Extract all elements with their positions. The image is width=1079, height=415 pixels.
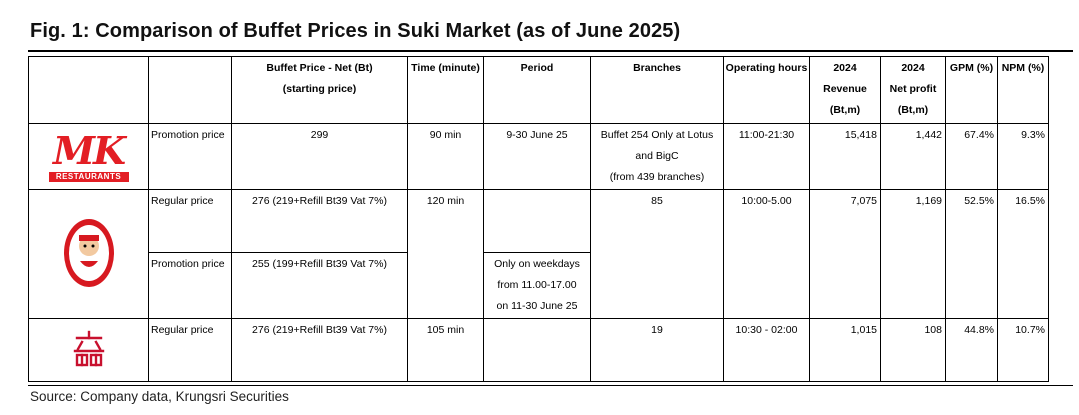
net-profit: 1,169 xyxy=(880,189,946,319)
revenue: 7,075 xyxy=(809,189,881,319)
header-revenue: 2024 Revenue (Bt,m) xyxy=(809,56,881,124)
operating-hours: 10:00-5.00 xyxy=(723,189,810,319)
table-row: Promotion price 255 (199+Refill Bt39 Vat… xyxy=(29,252,1049,319)
npm: 9.3% xyxy=(997,123,1049,190)
buffet-comparison-table: Buffet Price - Net (Bt) (starting price)… xyxy=(28,56,1049,382)
figure-title: Fig. 1: Comparison of Buffet Prices in S… xyxy=(30,20,681,42)
price-type: Promotion price xyxy=(148,123,232,190)
time: 90 min xyxy=(407,123,484,190)
revenue: 1,015 xyxy=(809,318,881,382)
header-branches: Branches xyxy=(590,56,724,124)
period: 9-30 June 25 xyxy=(483,123,591,190)
suki-teenoi-logo xyxy=(28,189,149,319)
header-logo xyxy=(28,56,149,124)
header-price-type xyxy=(148,56,232,124)
header-gpm: GPM (%) xyxy=(945,56,998,124)
buffet-price: 255 (199+Refill Bt39 Vat 7%) xyxy=(231,252,408,319)
table-row: MK RESTAURANTS Promotion price 299 90 mi… xyxy=(28,123,1049,190)
gpm: 52.5% xyxy=(945,189,998,319)
header-price: Buffet Price - Net (Bt) (starting price) xyxy=(231,56,408,124)
header-row: Buffet Price - Net (Bt) (starting price)… xyxy=(28,56,1049,124)
period: Only on weekdays from 11.00-17.00 on 11-… xyxy=(483,252,591,319)
revenue: 15,418 xyxy=(809,123,881,190)
footnote-rule xyxy=(28,385,1073,386)
header-hours: Operating hours xyxy=(723,56,810,124)
third-brand-logo xyxy=(28,318,149,382)
header-profit: 2024 Net profit (Bt,m) xyxy=(880,56,946,124)
mk-restaurants-logo: MK RESTAURANTS xyxy=(48,131,129,182)
header-period: Period xyxy=(483,56,591,124)
header-npm: NPM (%) xyxy=(997,56,1049,124)
net-profit: 1,442 xyxy=(880,123,946,190)
period xyxy=(483,318,591,382)
price-type: Regular price xyxy=(148,189,232,253)
period xyxy=(483,189,591,253)
gpm: 67.4% xyxy=(945,123,998,190)
table-row: Regular price 276 (219+Refill Bt39 Vat 7… xyxy=(28,189,1049,319)
table-row: Regular price 276 (219+Refill Bt39 Vat 7… xyxy=(28,318,1049,382)
npm: 16.5% xyxy=(997,189,1049,319)
time: 120 min xyxy=(407,189,484,319)
branches: 19 xyxy=(590,318,724,382)
suki-teenoi-emblem-icon xyxy=(63,218,114,287)
npm: 10.7% xyxy=(997,318,1049,382)
branches: 85 xyxy=(590,189,724,319)
header-time: Time (minute) xyxy=(407,56,484,124)
gpm: 44.8% xyxy=(945,318,998,382)
buffet-price: 276 (219+Refill Bt39 Vat 7%) xyxy=(231,189,408,253)
source-note: Source: Company data, Krungsri Securitie… xyxy=(30,389,289,404)
net-profit: 108 xyxy=(880,318,946,382)
buffet-price: 276 (219+Refill Bt39 Vat 7%) xyxy=(231,318,408,382)
operating-hours: 11:00-21:30 xyxy=(723,123,810,190)
operating-hours: 10:30 - 02:00 xyxy=(723,318,810,382)
mk-logo: MK RESTAURANTS xyxy=(28,123,149,190)
price-type: Promotion price xyxy=(148,252,232,319)
branches: Buffet 254 Only at Lotus and BigC (from … xyxy=(590,123,724,190)
price-type: Regular price xyxy=(148,318,232,382)
chinese-character-logo-icon xyxy=(73,330,104,366)
buffet-price: 299 xyxy=(231,123,408,190)
time: 105 min xyxy=(407,318,484,382)
title-rule xyxy=(28,50,1073,52)
